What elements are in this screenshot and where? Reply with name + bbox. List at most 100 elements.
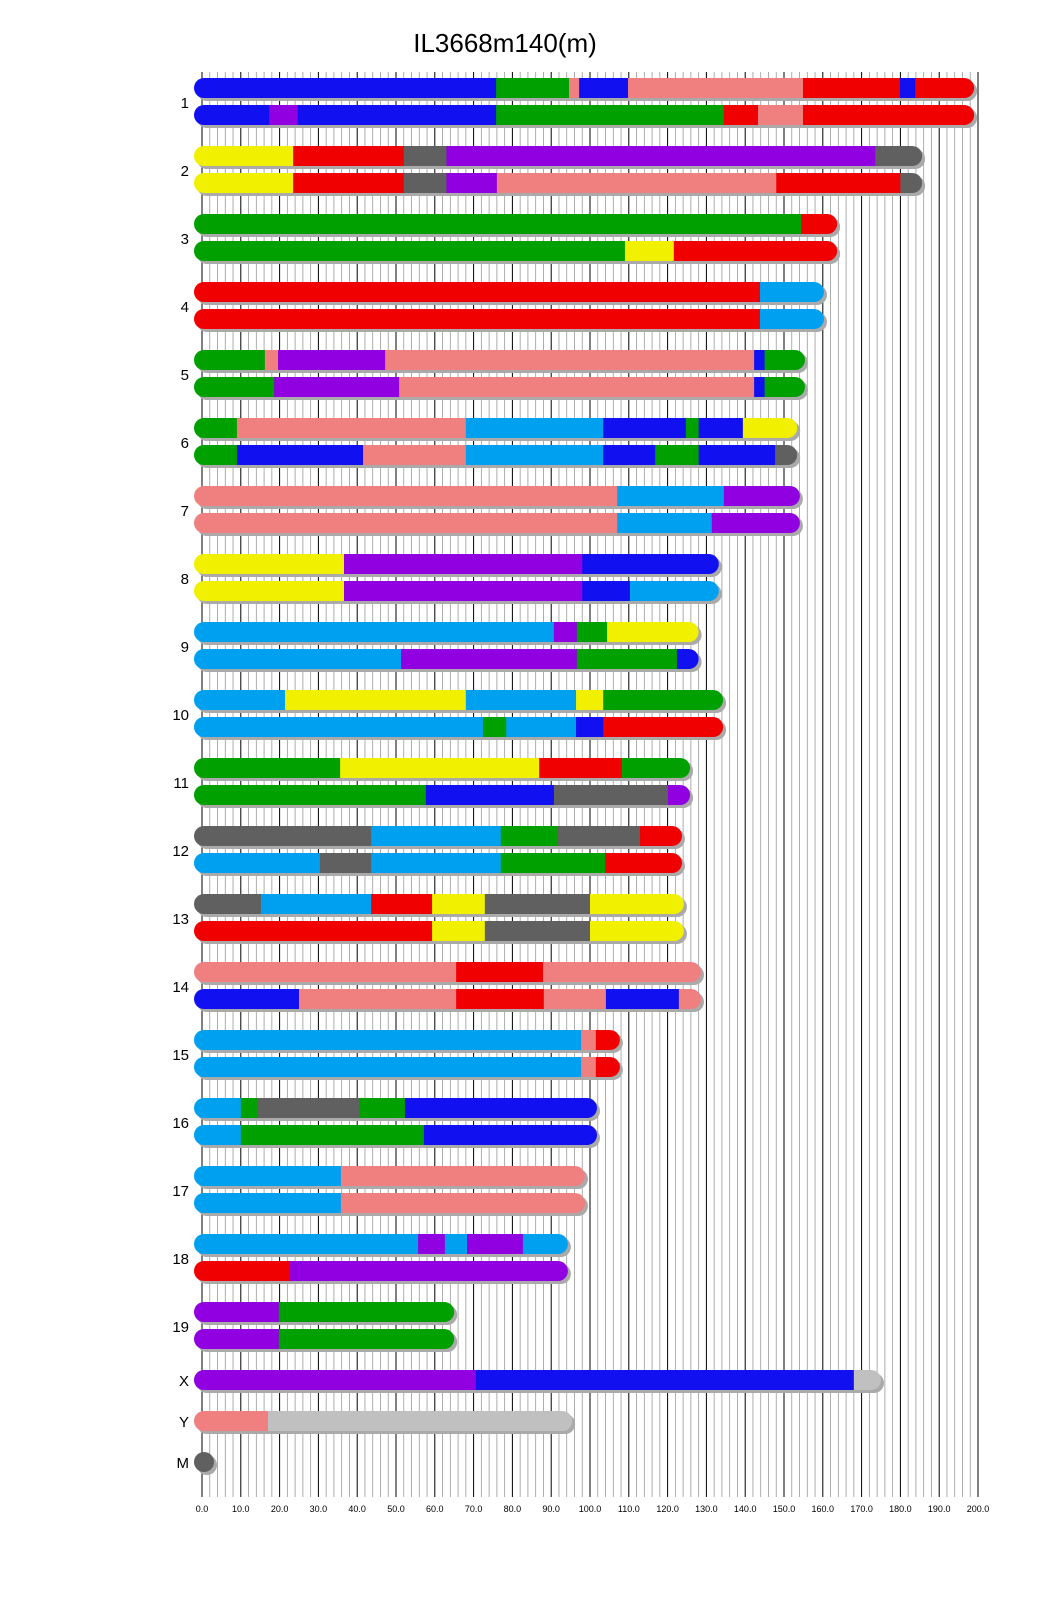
segment-purple [667,785,691,805]
chromosome-9-row-2 [194,649,699,669]
segment-blue [194,989,300,1009]
chromosome-4-row-1 [194,282,824,302]
segment-green [496,105,725,125]
segment-red [803,78,901,98]
segment-sky [194,690,286,710]
chromosome-label: 5 [181,367,189,384]
segment-green [278,1329,455,1349]
segment-green [194,758,341,778]
segment-sky [194,1234,419,1254]
segment-sky [759,309,824,329]
segment-gray [484,894,591,914]
segment-purple [278,350,386,370]
segment-green [603,690,724,710]
segment-gray [553,785,669,805]
segment-red [803,105,975,125]
chromosome-15-row-1 [194,1030,620,1050]
segment-purple [723,486,800,506]
segment-yellow [576,690,604,710]
segment-gray [775,445,798,465]
segment-sky [629,581,719,601]
segment-red [595,1030,620,1050]
x-tick-label: 130.0 [695,1504,718,1514]
segment-salmon [194,513,618,533]
segment-salmon [758,105,804,125]
chromosome-19-row-1 [194,1302,455,1322]
segment-sky [371,853,502,873]
segment-sky [194,1193,342,1213]
chromosome-label: 17 [172,1183,189,1200]
segment-blue [676,649,699,669]
segment-purple [446,173,498,193]
segment-purple [274,377,400,397]
segment-yellow [194,554,345,574]
chromosome-8-row-1 [194,554,719,574]
segment-sky [506,717,577,737]
segment-red [194,309,761,329]
segment-yellow [624,241,675,261]
segment-green [500,853,606,873]
chromosome-label: 4 [181,299,189,316]
chromosome-19-row-2 [194,1329,455,1349]
segment-yellow [590,894,684,914]
segment-sky [617,513,713,533]
segment-blue [576,717,604,737]
segment-gray [484,921,591,941]
chromosome-1-row-1 [194,78,975,98]
segment-purple [446,146,876,166]
segment-lightgray [267,1411,573,1431]
segment-salmon [399,377,755,397]
chromosome-Y-row-1 [194,1411,573,1431]
chromosome-5-row-1 [194,350,805,370]
segment-sky [260,894,372,914]
segment-blue [194,78,497,98]
chromosome-12-row-2 [194,853,682,873]
chromosome-label: 3 [181,231,189,248]
segment-green [194,214,802,234]
x-tick-label: 10.0 [232,1504,250,1514]
segment-blue [404,1098,597,1118]
segment-red [456,989,545,1009]
chromosome-11-row-1 [194,758,691,778]
segment-sky [759,282,824,302]
chromosome-6-row-1 [194,418,798,438]
x-tick-label: 50.0 [387,1504,405,1514]
x-tick-label: 40.0 [348,1504,366,1514]
segment-gray [403,146,447,166]
segment-yellow [194,146,294,166]
chromosome-label: 6 [181,435,189,452]
segment-green [194,350,266,370]
segment-sky [194,717,484,737]
chart-title: IL3668m140(m) [413,28,597,58]
x-tick-label: 160.0 [812,1504,835,1514]
segment-blue [754,377,766,397]
chromosome-1-row-2 [194,105,975,125]
segment-blue [475,1370,855,1390]
segment-blue [579,78,629,98]
segment-red [194,282,761,302]
x-tick-label: 20.0 [271,1504,289,1514]
segment-red [603,717,724,737]
chromosome-16-row-2 [194,1125,597,1145]
segment-salmon [340,1166,585,1186]
chromosome-label: X [179,1373,189,1390]
segment-salmon [628,78,804,98]
segment-red [194,921,433,941]
segment-red [801,214,838,234]
segment-salmon [581,1057,597,1077]
chromosome-3-row-2 [194,241,838,261]
chromosome-label: 7 [181,503,189,520]
segment-sky [617,486,725,506]
segment-green [194,377,275,397]
segment-salmon [385,350,755,370]
x-tick-label: 180.0 [889,1504,912,1514]
chromosome-label: 15 [172,1047,189,1064]
segment-red [673,241,838,261]
chromosome-18-row-2 [194,1261,568,1281]
segment-green [194,785,427,805]
segment-yellow [432,921,486,941]
segment-salmon [194,962,457,982]
chromosome-label: 16 [172,1115,189,1132]
segment-blue [698,445,776,465]
segment-green [194,418,238,438]
